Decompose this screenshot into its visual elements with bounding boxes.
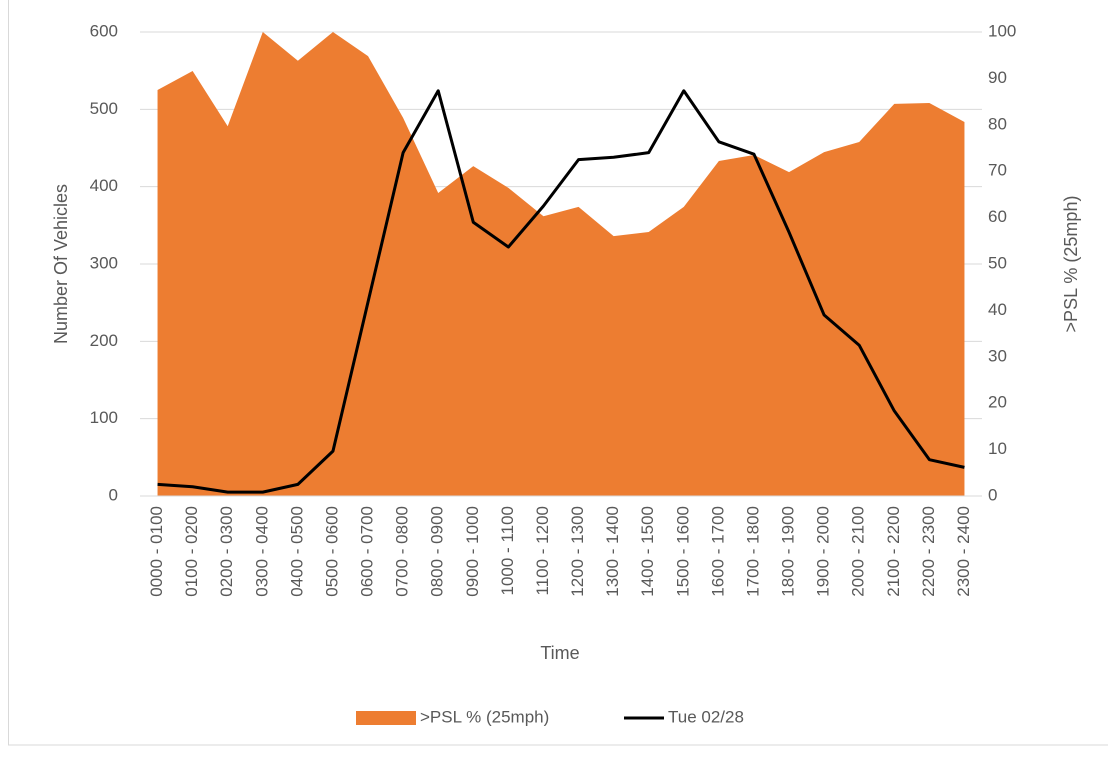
x-tick-label: 0200 - 0300 <box>217 506 236 597</box>
x-tick-label: 1500 - 1600 <box>673 506 692 597</box>
legend-label: Tue 02/28 <box>668 707 744 726</box>
y-tick-label: 300 <box>90 253 118 272</box>
x-tick-label: 0900 - 1000 <box>463 506 482 597</box>
y2-tick-label: 20 <box>988 393 1007 412</box>
x-tick-label: 0000 - 0100 <box>147 506 166 597</box>
area <box>157 32 965 496</box>
y2-tick-label: 90 <box>988 68 1007 87</box>
y2-tick-label: 70 <box>988 161 1007 180</box>
y2-axis-title: >PSL % (25mph) <box>1061 196 1081 333</box>
x-tick-label: 0800 - 0900 <box>428 506 447 597</box>
x-tick-label: 0300 - 0400 <box>252 506 271 597</box>
x-tick-label: 1300 - 1400 <box>603 506 622 597</box>
y-tick-label: 100 <box>90 408 118 427</box>
y-tick-label: 200 <box>90 331 118 350</box>
legend-label: >PSL % (25mph) <box>420 707 549 726</box>
y2-tick-label: 0 <box>988 485 997 504</box>
y-tick-label: 600 <box>90 21 118 40</box>
x-tick-label: 0500 - 0600 <box>322 506 341 597</box>
y2-tick-label: 40 <box>988 300 1007 319</box>
y-tick-label: 0 <box>109 485 118 504</box>
x-tick-label: 1100 - 1200 <box>533 506 552 595</box>
x-tick-label: 1900 - 2000 <box>814 506 833 597</box>
x-tick-label: 0600 - 0700 <box>358 506 377 597</box>
x-tick-label: 1200 - 1300 <box>568 506 587 597</box>
x-tick-label: 2200 - 2300 <box>919 506 938 597</box>
y-tick-label: 500 <box>90 99 118 118</box>
x-tick-label: 1600 - 1700 <box>708 506 727 597</box>
y-axis-title: Number Of Vehicles <box>51 184 71 344</box>
legend-swatch <box>356 711 416 725</box>
y2-tick-label: 30 <box>988 346 1007 365</box>
x-tick-label: 1000 - 1100 <box>498 506 517 595</box>
y2-tick-label: 80 <box>988 114 1007 133</box>
y2-tick-label: 10 <box>988 439 1007 458</box>
line <box>157 89 965 494</box>
x-tick-label: 0100 - 0200 <box>182 506 201 597</box>
x-tick-label: 1700 - 1800 <box>743 506 762 597</box>
x-tick-label: 1800 - 1900 <box>779 506 798 597</box>
y2-tick-label: 60 <box>988 207 1007 226</box>
x-tick-label: 1400 - 1500 <box>638 506 657 597</box>
x-tick-label: 0400 - 0500 <box>287 506 306 597</box>
y2-tick-label: 50 <box>988 253 1007 272</box>
x-tick-label: 2000 - 2100 <box>849 506 868 597</box>
x-tick-label: 2100 - 2200 <box>884 506 903 597</box>
y2-tick-label: 100 <box>988 21 1016 40</box>
y-tick-label: 400 <box>90 176 118 195</box>
chart-frame <box>8 0 1108 746</box>
x-tick-label: 2300 - 2400 <box>954 506 973 597</box>
x-tick-label: 0700 - 0800 <box>393 506 412 597</box>
x-axis-title: Time <box>540 643 579 663</box>
